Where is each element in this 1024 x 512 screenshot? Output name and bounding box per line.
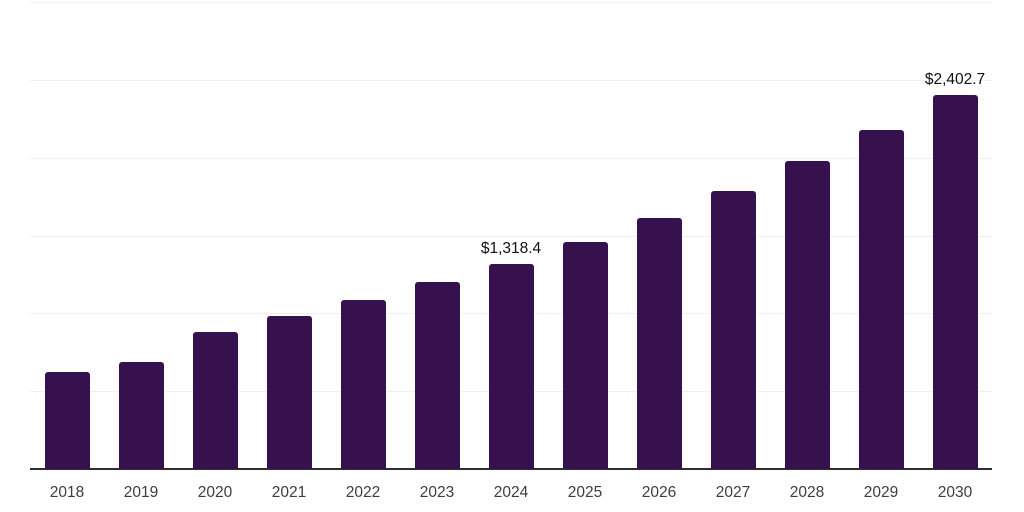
bar-2030 — [932, 94, 978, 469]
x-tick-label-2028: 2028 — [789, 484, 825, 501]
bar-2027 — [710, 191, 756, 469]
x-tick-label-2025: 2025 — [567, 484, 603, 501]
bar-2029 — [858, 130, 904, 469]
bar-2018 — [44, 371, 90, 469]
x-tick-label-2019: 2019 — [123, 484, 159, 501]
bar-2026 — [636, 218, 682, 469]
bar-2028 — [784, 161, 830, 469]
data-label-2024: $1,318.4 — [480, 240, 542, 258]
bar-2025 — [562, 241, 608, 469]
bar-2022 — [340, 300, 386, 469]
gridline — [30, 2, 992, 3]
x-tick-label-2030: 2030 — [937, 484, 973, 501]
x-axis-line — [30, 468, 992, 470]
x-tick-label-2027: 2027 — [715, 484, 751, 501]
x-tick-label-2023: 2023 — [419, 484, 455, 501]
x-tick-label-2021: 2021 — [271, 484, 307, 501]
bar-2019 — [118, 362, 164, 469]
bar-2020 — [192, 332, 238, 469]
bar-2023 — [414, 282, 460, 469]
x-tick-label-2024: 2024 — [493, 484, 529, 501]
data-label-2030: $2,402.7 — [924, 71, 986, 89]
gridline — [30, 157, 992, 159]
x-tick-label-2022: 2022 — [345, 484, 381, 501]
gridline — [30, 79, 992, 81]
x-tick-label-2026: 2026 — [641, 484, 677, 501]
bar-2021 — [266, 315, 312, 469]
bar-2024 — [488, 263, 534, 469]
x-tick-label-2018: 2018 — [49, 484, 85, 501]
x-tick-label-2029: 2029 — [863, 484, 899, 501]
gridline — [30, 235, 992, 237]
plot-area: $1,318.4 $2,402.7 — [30, 2, 992, 470]
x-tick-label-2020: 2020 — [197, 484, 233, 501]
